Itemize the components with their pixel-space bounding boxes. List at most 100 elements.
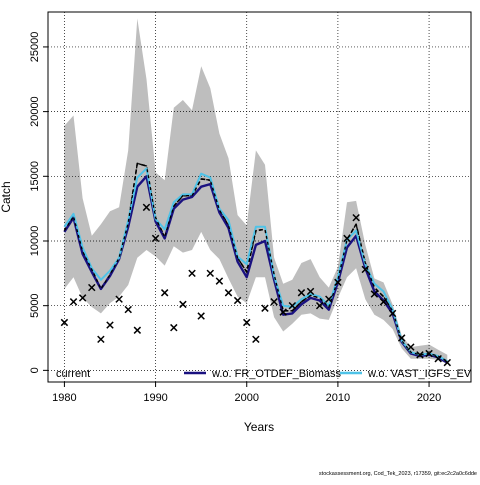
observation-point (361, 265, 369, 274)
observation-cross-b (179, 300, 187, 309)
observation-point (270, 298, 278, 306)
observation-point (78, 294, 87, 302)
series-line-1 (63, 175, 448, 364)
observation-cross-b (261, 304, 269, 312)
observation-cross-b (142, 203, 151, 212)
observation-point (325, 295, 333, 303)
footer-text: stockassessment.org, Cod_Tek_2023, r1735… (319, 471, 477, 477)
observation-cross-b (151, 234, 160, 243)
y-axis-label: Catch (0, 181, 13, 212)
confidence-band (64, 18, 448, 364)
y-tick-label: 20000 (29, 96, 41, 127)
observation-cross-b (270, 298, 278, 306)
observation-cross-b (434, 354, 442, 363)
observation-point (188, 269, 196, 278)
legend-label-current: current (56, 368, 90, 380)
observation-cross-b (215, 277, 224, 285)
observation-point (243, 318, 251, 327)
observation-point (97, 335, 105, 344)
x-tick-label: 1990 (143, 392, 167, 404)
observation-cross-b (252, 335, 260, 344)
observation-cross-b (407, 343, 415, 351)
observation-cross-b (133, 326, 142, 334)
observation-point (179, 300, 187, 309)
observation-point (425, 349, 433, 358)
series-line-0 (63, 162, 448, 362)
observation-cross-b (115, 295, 123, 303)
observation-cross-b (416, 351, 424, 359)
observation-cross-b (425, 349, 433, 358)
observation-cross-b (88, 283, 96, 292)
observation-point (197, 312, 205, 320)
observation-point (160, 289, 169, 297)
observation-point (224, 289, 233, 297)
observation-cross-b (379, 298, 388, 306)
plot-frame (47, 11, 472, 383)
observation-point (151, 234, 160, 243)
legend: current w.o. FR_OTDEF_Biomass w.o. VAST_… (56, 368, 472, 380)
observation-point (297, 289, 306, 297)
legend-label-fr-otdef: w.o. FR_OTDEF_Biomass (211, 368, 341, 380)
legend-label-vast-igfs: w.o. VAST_IGFS_EV (367, 368, 472, 380)
observation-cross-b (297, 289, 306, 297)
observation-point (206, 269, 215, 278)
confidence-band-layer (64, 18, 448, 364)
x-tick-label: 2000 (234, 392, 258, 404)
observation-cross-b (306, 287, 315, 296)
observation-point (170, 323, 178, 332)
observation-points-layer (60, 203, 452, 367)
observation-point (434, 354, 442, 363)
observation-cross-b (197, 312, 205, 320)
y-tick-label: 5000 (29, 293, 41, 317)
observation-point (142, 203, 151, 212)
x-axis-label: Years (244, 420, 274, 434)
observation-cross-b (279, 308, 287, 316)
observation-cross-b (78, 294, 87, 302)
observation-point (352, 213, 360, 222)
observation-point (416, 351, 424, 359)
observation-cross-b (124, 305, 132, 314)
observation-point (334, 278, 342, 287)
y-tick-label: 0 (29, 367, 41, 373)
observation-point (124, 305, 132, 314)
observation-point (388, 309, 397, 318)
observation-cross-b (233, 296, 242, 305)
observation-point (306, 287, 315, 296)
observation-point (261, 304, 269, 312)
observation-cross-b (106, 321, 114, 329)
observation-point (379, 298, 388, 306)
observation-point (370, 290, 379, 298)
axes: 1980 1990 2000 2010 2020 0 5000 10000 15000 20000… (29, 32, 441, 404)
observation-point (69, 298, 78, 306)
observation-cross-b (388, 309, 397, 318)
observation-cross-b (343, 234, 351, 243)
observation-cross-b (206, 269, 215, 278)
series-layer (63, 162, 448, 364)
observation-cross-b (224, 289, 233, 297)
observation-cross-b (370, 290, 379, 298)
observation-cross-b (97, 335, 105, 344)
observation-cross-b (170, 323, 178, 332)
observation-point (252, 335, 260, 344)
observation-cross-b (352, 213, 360, 222)
observation-point (315, 301, 324, 310)
observation-point (60, 318, 69, 327)
observation-point (407, 343, 415, 351)
observation-cross-b (160, 289, 169, 297)
observation-point (279, 308, 287, 316)
observation-cross-b (188, 269, 196, 278)
observation-point (106, 321, 114, 329)
observation-cross-b (60, 318, 69, 327)
x-tick-label: 2010 (326, 392, 350, 404)
observation-cross-b (361, 265, 369, 274)
observation-cross-b (243, 318, 251, 327)
observation-point (443, 358, 452, 367)
observation-cross-b (397, 334, 406, 342)
observation-cross-b (69, 298, 78, 306)
y-tick-label: 25000 (29, 32, 41, 63)
x-tick-label: 1980 (52, 392, 76, 404)
observation-point (233, 296, 242, 305)
observation-point (288, 301, 297, 310)
